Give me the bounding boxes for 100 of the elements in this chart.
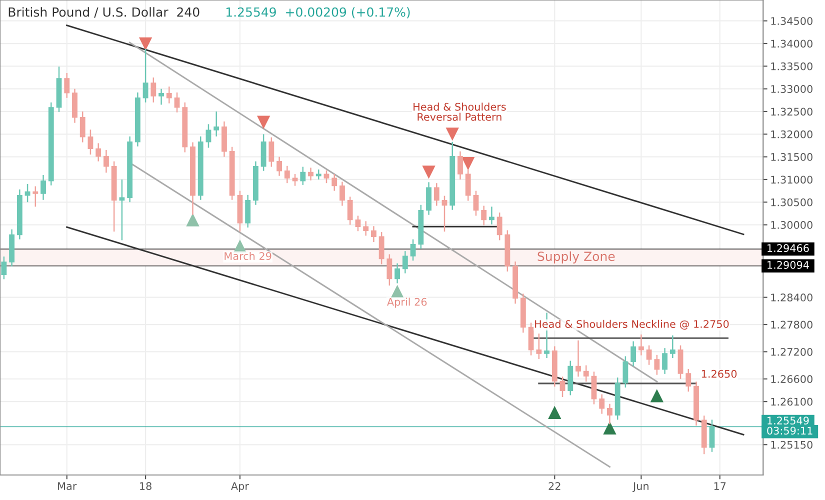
candlestick [630, 340, 636, 367]
candlestick [481, 205, 487, 226]
candlestick [355, 215, 361, 232]
point [446, 128, 459, 141]
candlestick [410, 238, 416, 262]
y-tick-label: 1.28400 [771, 294, 812, 302]
candlestick [206, 124, 212, 148]
annotation: March 29 [224, 252, 272, 260]
candlestick [402, 250, 408, 274]
y-tick-label: 1.33000 [771, 85, 812, 93]
x-tick-label: Apr [231, 482, 249, 492]
candlestick [488, 206, 494, 225]
y-tick-label: 1.30000 [771, 221, 812, 229]
candlestick [88, 129, 94, 156]
candlestick [599, 394, 605, 414]
candlestick [119, 178, 125, 241]
candlestick [622, 356, 628, 388]
candlestick [458, 150, 463, 180]
y-tick-label: 1.30500 [771, 198, 812, 206]
x-tick-label: 18 [140, 482, 152, 490]
x-tick-label: Mar [58, 482, 77, 490]
candlestick [300, 166, 306, 186]
point [462, 157, 475, 170]
candlestick [678, 344, 684, 380]
candlestick [434, 182, 440, 206]
candlestick [174, 92, 180, 114]
point [603, 421, 616, 434]
candlestick [528, 322, 534, 356]
y-tick-label: 1.27800 [771, 320, 812, 329]
candlestick [576, 340, 581, 378]
candlestick [340, 181, 345, 206]
ref-line-label: 1.29466 [768, 244, 809, 252]
candlestick [142, 48, 148, 104]
candlestick [370, 226, 376, 243]
candlestick [276, 156, 282, 176]
y-tick-label: 1.26100 [771, 398, 812, 406]
candlestick [308, 167, 314, 182]
candlestick [709, 419, 715, 453]
annotation: Head & Shoulders Reversal Pattern [414, 102, 506, 121]
candlestick [473, 190, 479, 216]
candlestick [268, 136, 274, 168]
candlestick [591, 371, 597, 405]
candlestick [158, 88, 164, 106]
candlestick [386, 254, 392, 286]
candlestick [378, 231, 384, 265]
candlestick [394, 262, 400, 284]
candlestick [150, 76, 156, 104]
candlestick [245, 194, 251, 228]
y-tick-label: 1.31000 [771, 176, 812, 184]
point [256, 116, 270, 129]
y-tick-label: 1.34500 [771, 17, 812, 25]
candlestick [166, 86, 172, 104]
point [548, 406, 562, 420]
candlestick [332, 173, 338, 192]
y-tick-label: 1.25150 [771, 440, 812, 449]
y-tick-label: 1.27200 [771, 348, 812, 356]
candlestick [363, 220, 369, 236]
candlestick [80, 110, 86, 143]
candlestick [104, 149, 109, 174]
candlestick [347, 196, 353, 226]
candlestick [638, 334, 644, 356]
candlestick [465, 168, 471, 202]
candlestick [214, 110, 220, 138]
candlestick [654, 354, 660, 376]
candlestick [324, 170, 330, 184]
candlestick [583, 364, 589, 382]
chart-title: British Pound / U.S. Dollar 240 [8, 7, 200, 18]
annotation: 1.2650 [702, 370, 737, 378]
y-tick-label: 1.33500 [771, 62, 812, 70]
candlestick [40, 174, 46, 201]
y-tick-label: 1.32500 [771, 108, 812, 116]
candlestick [496, 212, 502, 241]
candlestick [426, 182, 432, 216]
x-tick-label: 17 [714, 482, 726, 490]
candlestick [662, 347, 668, 375]
candlestick [646, 344, 652, 366]
annotation: April 26 [387, 298, 427, 308]
point [186, 213, 200, 226]
candlestick [670, 334, 676, 359]
text: 03:59:11 [767, 426, 812, 435]
ref-line-label: 1.29094 [768, 261, 809, 269]
candlestick [64, 72, 70, 99]
y-tick-label: 1.31500 [771, 153, 812, 161]
point [422, 166, 436, 179]
candlestick [316, 168, 322, 180]
candlestick [442, 195, 448, 232]
point [138, 37, 152, 51]
band-label: Supply Zone [538, 251, 615, 264]
candlestick [96, 142, 102, 162]
x-tick-label: Jun [632, 482, 648, 492]
point [650, 389, 664, 402]
candlestick [284, 165, 290, 184]
candlestick [536, 332, 542, 360]
y-tick-label: 1.34000 [771, 40, 812, 48]
candlestick [560, 376, 566, 398]
candlestick [686, 368, 692, 392]
y-tick-label: 1.26600 [771, 375, 812, 384]
candlestick [1, 256, 7, 280]
candlestick [607, 403, 612, 425]
text: 1.25549 +0.00209 (+0.17%) [226, 7, 410, 18]
